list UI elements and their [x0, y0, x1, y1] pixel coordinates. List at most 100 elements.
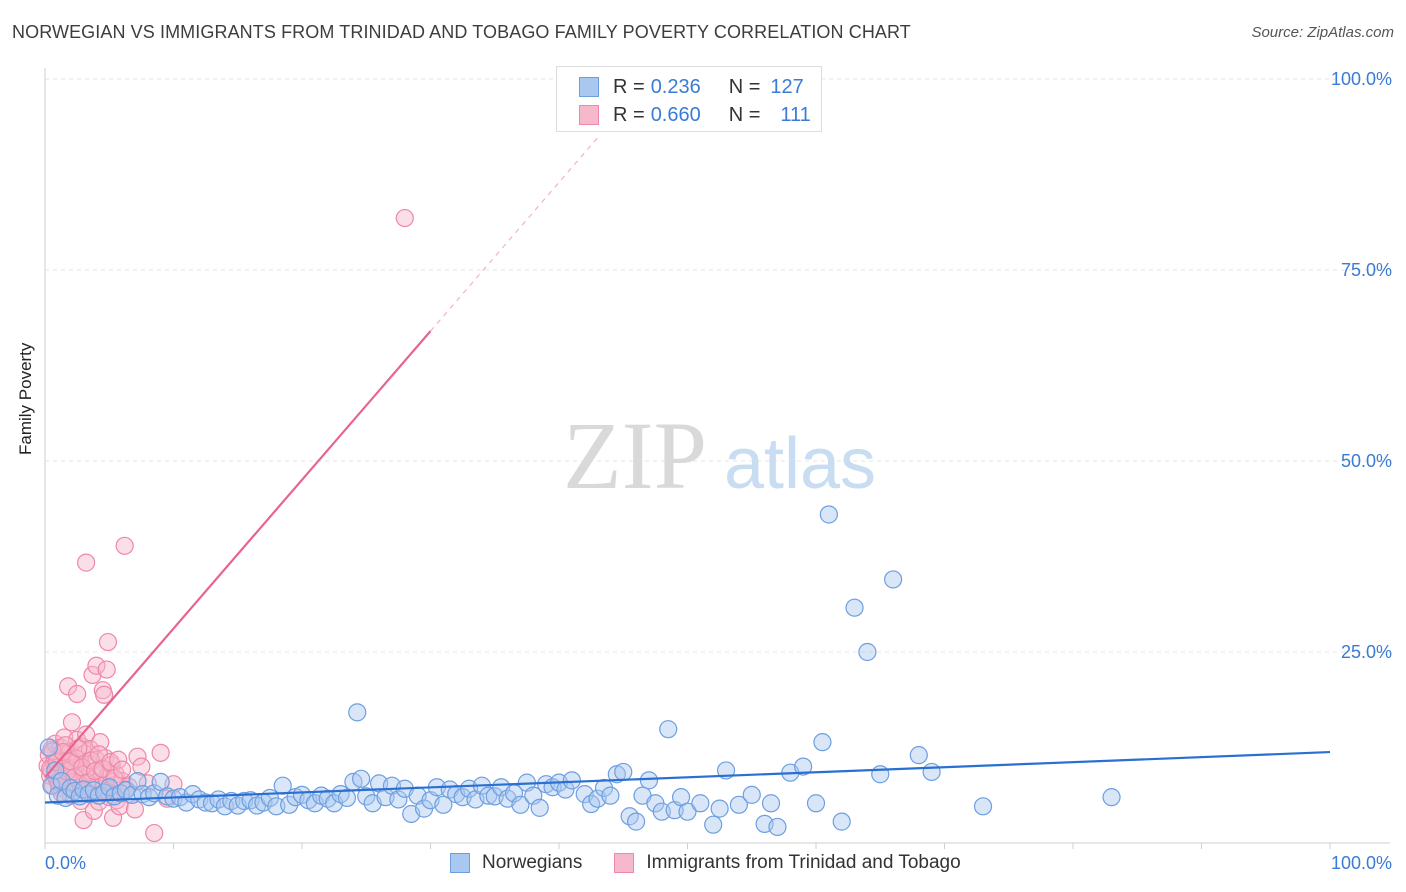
data-point [678, 802, 697, 821]
tick-labels: 100.0% 75.0% 50.0% 25.0% 0.0% 100.0% [45, 69, 1392, 873]
watermark-atlas: atlas [724, 424, 876, 504]
data-point [1102, 788, 1121, 807]
data-point [110, 797, 129, 816]
stats-box: R = 0.236 N = 127 R = 0.660 N = 111 [556, 66, 822, 132]
x-tick-label: 100.0% [1331, 853, 1392, 873]
trend-line [44, 750, 1331, 804]
data-point [883, 570, 903, 589]
data-point [871, 765, 890, 784]
data-point [352, 769, 371, 788]
data-point [145, 823, 164, 843]
stats-swatch-blue [579, 77, 599, 97]
data-point [832, 812, 851, 831]
stats-r-label: R = [613, 103, 645, 126]
data-point [132, 757, 151, 776]
data-point [77, 553, 96, 572]
data-point [62, 713, 82, 732]
data-point [111, 784, 130, 803]
data-point [128, 747, 147, 766]
stats-swatch-pink [579, 105, 599, 125]
data-point [819, 505, 838, 524]
data-point [691, 794, 710, 813]
y-tick-label: 75.0% [1341, 260, 1392, 280]
data-point [109, 750, 128, 769]
data-point [39, 738, 58, 757]
data-point [768, 817, 787, 837]
data-point [626, 812, 646, 831]
series-immigrants-trinidad-tobago [38, 208, 414, 843]
data-point [761, 794, 781, 813]
data-point [858, 642, 877, 662]
data-point [348, 703, 367, 722]
watermark: ZIP atlas [563, 402, 876, 509]
stats-n-value: 111 [780, 103, 811, 126]
data-point [77, 725, 96, 744]
legend-item-norwegians[interactable]: Norwegians [450, 852, 582, 874]
legend-label: Norwegians [482, 852, 583, 873]
trend-lines [44, 137, 1331, 804]
trend-line [44, 330, 432, 779]
legend-label: Immigrants from Trinidad and Tobago [646, 852, 961, 873]
data-point [104, 808, 123, 827]
data-point [115, 536, 134, 555]
data-point [395, 208, 414, 228]
data-point [83, 665, 102, 685]
x-tick-label: 0.0% [45, 853, 86, 873]
data-point [562, 771, 581, 790]
data-point [530, 798, 549, 817]
data-point [87, 656, 106, 675]
y-tick-label: 50.0% [1341, 451, 1392, 471]
stats-n-label: N = [728, 103, 761, 126]
series-norwegians [39, 505, 1121, 837]
data-point [742, 785, 761, 804]
trend-line-extension [430, 137, 599, 332]
y-tick-label: 100.0% [1331, 69, 1392, 89]
data-point [511, 795, 530, 814]
data-point [74, 810, 93, 830]
stats-r-label: R = [613, 75, 645, 98]
stats-r-value: 0.236 [650, 75, 701, 98]
stats-row-norwegians: R = 0.236 N = 127 [579, 73, 804, 101]
data-point [729, 795, 749, 814]
data-point [794, 757, 813, 776]
data-point [337, 788, 357, 808]
data-point [97, 660, 116, 679]
data-point [704, 815, 723, 834]
data-point [806, 794, 826, 813]
y-axis-label: Family Poverty [16, 342, 35, 455]
data-point [53, 742, 73, 762]
data-point [52, 772, 71, 791]
data-point [65, 781, 84, 801]
axes [44, 68, 1390, 849]
data-point [973, 797, 993, 816]
data-point [434, 795, 453, 814]
stats-row-immigrants: R = 0.660 N = 111 [579, 101, 811, 129]
data-point [922, 762, 941, 782]
legend-swatch-blue [450, 853, 470, 873]
data-point [659, 720, 678, 739]
data-point [98, 632, 118, 652]
data-point [639, 771, 659, 790]
data-point [151, 743, 170, 762]
data-point [112, 760, 132, 779]
data-point [909, 746, 928, 765]
legend-swatch-pink [614, 853, 635, 873]
y-tick-label: 25.0% [1341, 642, 1392, 662]
data-point [845, 598, 864, 617]
data-point [68, 684, 87, 704]
legend: Norwegians Immigrants from Trinidad and … [450, 852, 993, 874]
data-point [710, 799, 729, 818]
watermark-zip: ZIP [563, 402, 707, 509]
stats-n-value: 127 [770, 75, 804, 98]
data-point [95, 685, 114, 704]
stats-n-label: N = [728, 75, 761, 98]
stats-r-value: 0.660 [650, 103, 701, 126]
legend-item-immigrants[interactable]: Immigrants from Trinidad and Tobago [614, 852, 961, 874]
data-point [280, 795, 299, 814]
data-point [357, 787, 376, 806]
data-point [614, 762, 633, 782]
data-point [46, 761, 65, 780]
data-point [42, 776, 61, 795]
data-point [69, 739, 88, 758]
